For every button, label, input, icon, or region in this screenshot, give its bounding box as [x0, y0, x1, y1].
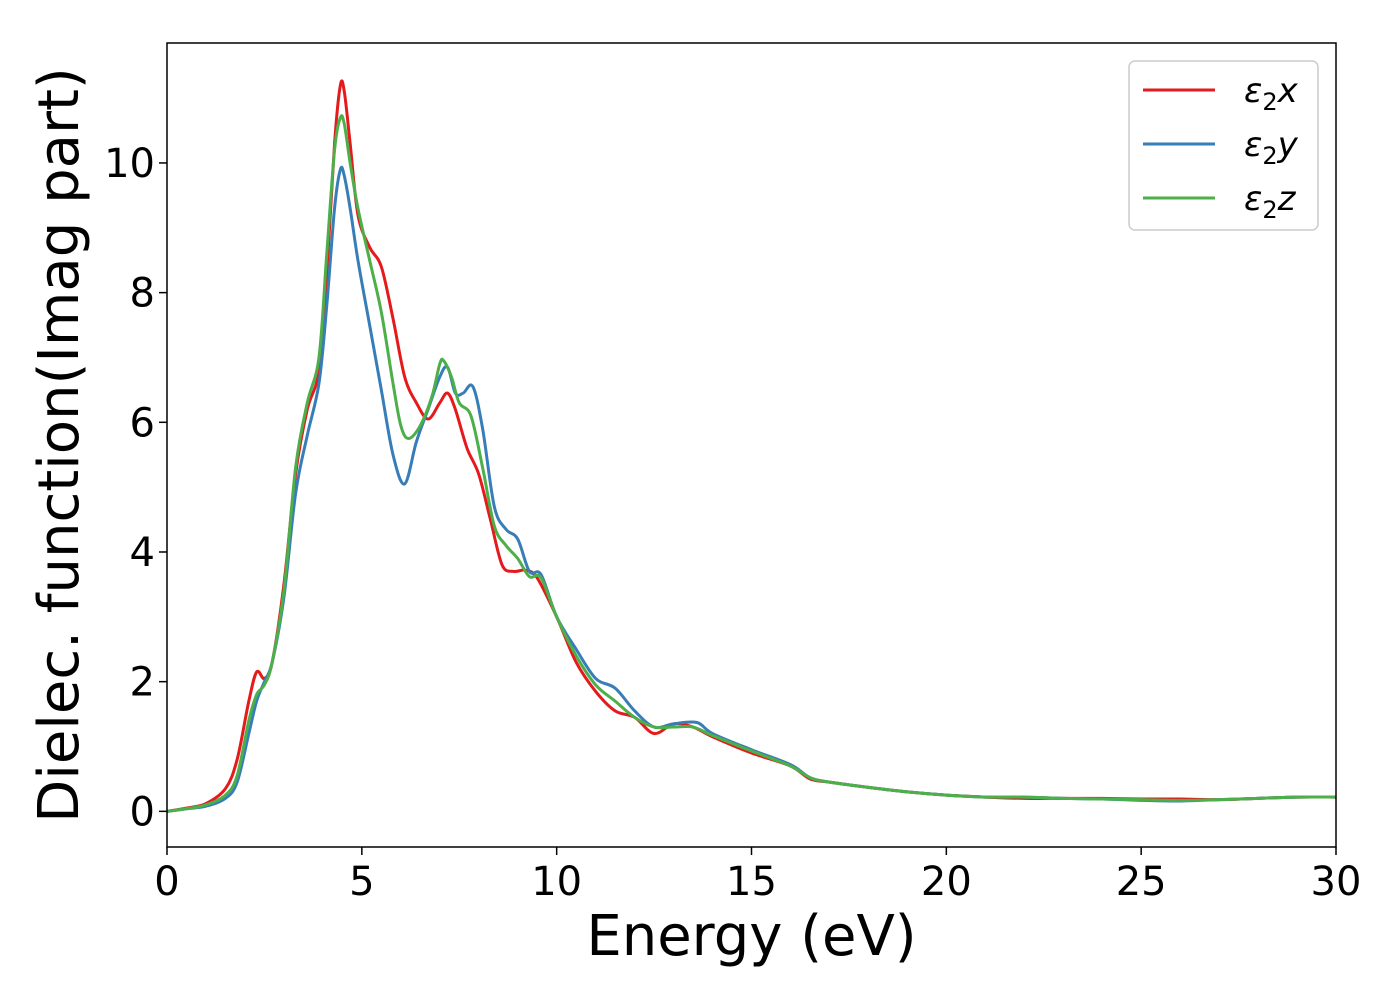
series-line-z: [167, 114, 1336, 813]
x-tick-label: 5: [349, 859, 374, 905]
x-tick-label: 0: [154, 859, 179, 905]
y-axis: 0 2 4 6 8 10: [104, 141, 167, 835]
legend-label-y: ε2y: [1244, 125, 1299, 170]
legend: ε2x ε2y ε2z: [1128, 60, 1319, 231]
y-tick-label: 10: [104, 141, 155, 187]
x-axis: 0 5 10 15 20 25 30: [154, 847, 1361, 905]
legend-label-z: ε2z: [1244, 179, 1297, 224]
x-tick-label: 25: [1116, 859, 1167, 905]
y-tick-label: 4: [130, 530, 155, 576]
x-tick-label: 30: [1311, 859, 1362, 905]
y-axis-title: Dielec. function(Imag part): [27, 67, 92, 823]
plot-lines: [167, 79, 1336, 813]
x-tick-label: 20: [921, 859, 972, 905]
y-tick-label: 0: [130, 789, 155, 835]
y-tick-label: 8: [130, 271, 155, 317]
y-tick-label: 6: [130, 400, 155, 446]
legend-box: [1128, 60, 1319, 231]
x-tick-label: 15: [726, 859, 777, 905]
x-tick-label: 10: [531, 859, 582, 905]
x-axis-title: Energy (eV): [586, 904, 916, 969]
y-tick-label: 2: [130, 660, 155, 706]
legend-label-x: ε2x: [1244, 71, 1299, 116]
